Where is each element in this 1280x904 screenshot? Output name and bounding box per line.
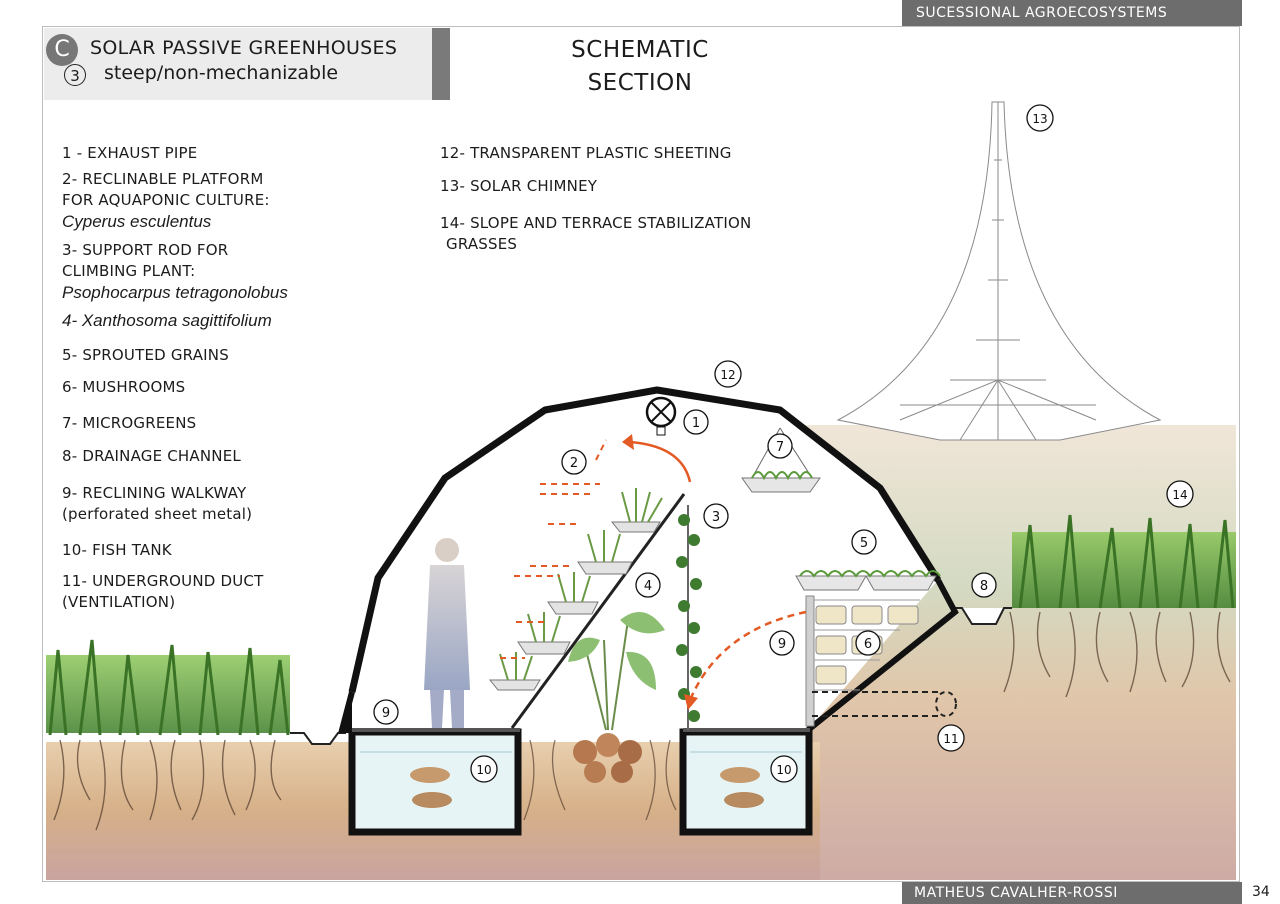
platform-support [510, 493, 686, 729]
callout-2: 2 [570, 456, 578, 471]
section-heading-line2: SECTION [587, 70, 693, 96]
callout-9-left: 9 [382, 706, 390, 721]
page-frame [42, 26, 1240, 882]
climbing-vine [676, 514, 702, 722]
legend-item-14-line2: GRASSES [446, 235, 518, 253]
legend-item-14: 14- SLOPE AND TERRACE STABILIZATION GRAS… [440, 213, 751, 255]
callout-4: 4 [644, 579, 652, 594]
callout-9-right: 9 [778, 637, 786, 652]
section-heading-line1: SCHEMATIC [571, 37, 709, 63]
project-band: SUCESSIONAL AGROECOSYSTEMS [902, 0, 1242, 26]
legend-item-1: 1 - EXHAUST PIPE [62, 144, 198, 162]
solar-chimney [836, 101, 1162, 441]
typology-number-badge: 3 [64, 64, 86, 86]
callout-11: 11 [943, 732, 958, 746]
reclinable-platforms [488, 521, 661, 691]
page-subtitle: steep/non-mechanizable [104, 62, 339, 84]
xanthosoma-plant [568, 612, 665, 731]
platform-grasses [499, 488, 663, 681]
right-roots [1003, 611, 1231, 698]
callout-10-left: 10 [476, 763, 491, 777]
legend-item-6: 6- MUSHROOMS [62, 378, 186, 396]
header-box [44, 28, 432, 100]
legend-item-2-line1: 2- RECLINABLE PLATFORM [62, 170, 264, 188]
legend-item-5: 5- SPROUTED GRAINS [62, 346, 229, 364]
legend-item-4-species: 4- Xanthosoma sagittifolium [62, 311, 272, 330]
microgreens-basket [741, 427, 821, 493]
header-accent-bar [432, 28, 450, 100]
exhaust-pipe [645, 396, 677, 436]
underground-duct [812, 691, 942, 717]
legend-item-14-line1: 14- SLOPE AND TERRACE STABILIZATION [440, 214, 752, 232]
callout-3: 3 [712, 510, 720, 525]
right-grass [1012, 514, 1236, 609]
callout-8: 8 [980, 579, 988, 594]
section-letter-badge: C [46, 34, 78, 66]
callout-10-right: 10 [776, 763, 791, 777]
legend-item-11-line1: 11- UNDERGROUND DUCT [62, 572, 264, 590]
legend-item-8: 8- DRAINAGE CHANNEL [62, 447, 241, 465]
callout-12: 12 [720, 368, 735, 382]
section-heading: SCHEMATIC SECTION [540, 34, 740, 100]
legend-item-2-line2: FOR AQUAPONIC CULTURE: [62, 191, 270, 209]
callout-1: 1 [692, 416, 700, 431]
legend-item-7: 7- MICROGREENS [62, 414, 197, 432]
legend-item-9-line1: 9- RECLINING WALKWAY [62, 484, 247, 502]
legend-item-2-species: Cyperus esculentus [62, 212, 212, 231]
author-band: MATHEUS CAVALHER-ROSSI [902, 882, 1242, 904]
callout-14: 14 [1172, 488, 1187, 502]
legend-item-11-line2: (VENTILATION) [62, 593, 176, 611]
callout-7: 7 [776, 440, 784, 455]
legend-item-3-species: Psophocarpus tetragonolobus [62, 283, 288, 302]
greenhouse-shell [348, 386, 941, 693]
legend-item-9-line2: (perforated sheet metal) [62, 505, 253, 523]
legend-item-13: 13- SOLAR CHIMNEY [440, 177, 598, 195]
page-number: 34 [1252, 884, 1270, 900]
legend-item-4: 4- Xanthosoma sagittifolium [62, 310, 272, 332]
callout-5: 5 [860, 536, 868, 551]
page-title: SOLAR PASSIVE GREENHOUSES [90, 37, 398, 59]
left-roots [53, 739, 282, 831]
callout-circles [373, 104, 1194, 783]
callout-6: 6 [864, 637, 872, 652]
legend-item-9: 9- RECLINING WALKWAY (perforated sheet m… [62, 483, 252, 525]
legend-item-11: 11- UNDERGROUND DUCT (VENTILATION) [62, 571, 263, 613]
legend-item-3-line2: CLIMBING PLANT: [62, 262, 196, 280]
left-grass [46, 639, 290, 736]
legend-item-2: 2- RECLINABLE PLATFORM FOR AQUAPONIC CUL… [62, 169, 270, 233]
legend-item-3: 3- SUPPORT ROD FOR CLIMBING PLANT: Psoph… [62, 240, 288, 304]
sprouted-grains-trays [795, 570, 941, 591]
legend-item-3-line1: 3- SUPPORT ROD FOR [62, 241, 229, 259]
air-flow-arrow-top [629, 440, 692, 483]
tubers [573, 733, 642, 783]
callout-13: 13 [1032, 112, 1047, 126]
fish-tank-left [348, 728, 522, 836]
walkway-recline-arrow [688, 610, 807, 701]
platform-movement-marks [500, 439, 607, 659]
fish-tank-right [679, 728, 813, 836]
legend-item-10: 10- FISH TANK [62, 541, 172, 559]
legend-item-12: 12- TRANSPARENT PLASTIC SHEETING [440, 144, 732, 162]
person-figure [424, 538, 470, 728]
